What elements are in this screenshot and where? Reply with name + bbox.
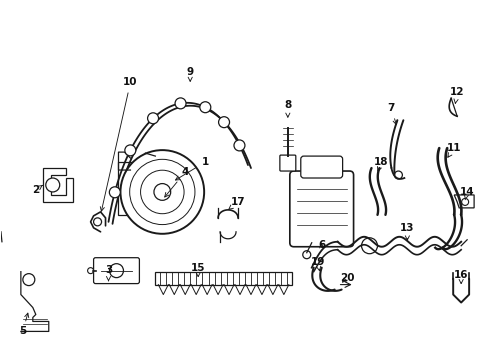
Circle shape xyxy=(461,198,468,206)
Circle shape xyxy=(218,117,229,128)
Text: 1: 1 xyxy=(175,157,208,180)
Circle shape xyxy=(109,187,120,198)
Text: 9: 9 xyxy=(186,67,193,81)
Circle shape xyxy=(23,274,35,285)
FancyBboxPatch shape xyxy=(300,156,342,178)
Circle shape xyxy=(120,150,203,234)
Text: 12: 12 xyxy=(449,87,464,103)
Circle shape xyxy=(109,264,123,278)
Text: 16: 16 xyxy=(453,270,468,284)
Text: 15: 15 xyxy=(190,263,205,276)
Text: 7: 7 xyxy=(387,103,396,125)
Circle shape xyxy=(175,98,185,109)
Circle shape xyxy=(154,184,170,200)
Circle shape xyxy=(87,268,93,274)
Circle shape xyxy=(361,238,377,254)
Circle shape xyxy=(302,251,310,259)
Text: 2: 2 xyxy=(32,185,42,195)
Circle shape xyxy=(140,170,183,214)
Text: 10: 10 xyxy=(100,77,138,211)
Text: 14: 14 xyxy=(459,187,473,200)
Circle shape xyxy=(93,218,102,226)
Circle shape xyxy=(147,113,158,124)
FancyBboxPatch shape xyxy=(93,258,139,284)
Circle shape xyxy=(129,159,195,225)
FancyBboxPatch shape xyxy=(289,171,353,247)
Text: 5: 5 xyxy=(19,313,29,336)
Circle shape xyxy=(394,171,402,179)
Circle shape xyxy=(124,145,136,156)
Text: 13: 13 xyxy=(399,223,414,240)
Circle shape xyxy=(46,178,60,192)
Text: 4: 4 xyxy=(164,167,188,197)
Circle shape xyxy=(233,140,244,151)
Text: 19: 19 xyxy=(310,257,324,271)
FancyBboxPatch shape xyxy=(279,155,295,171)
Circle shape xyxy=(200,102,210,113)
Text: 17: 17 xyxy=(228,197,245,210)
Polygon shape xyxy=(155,272,291,285)
Text: 8: 8 xyxy=(284,100,291,117)
Text: 18: 18 xyxy=(373,157,388,171)
Text: 11: 11 xyxy=(446,143,461,157)
Text: 6: 6 xyxy=(317,240,325,250)
Text: 3: 3 xyxy=(105,265,112,281)
Text: 20: 20 xyxy=(340,273,354,283)
